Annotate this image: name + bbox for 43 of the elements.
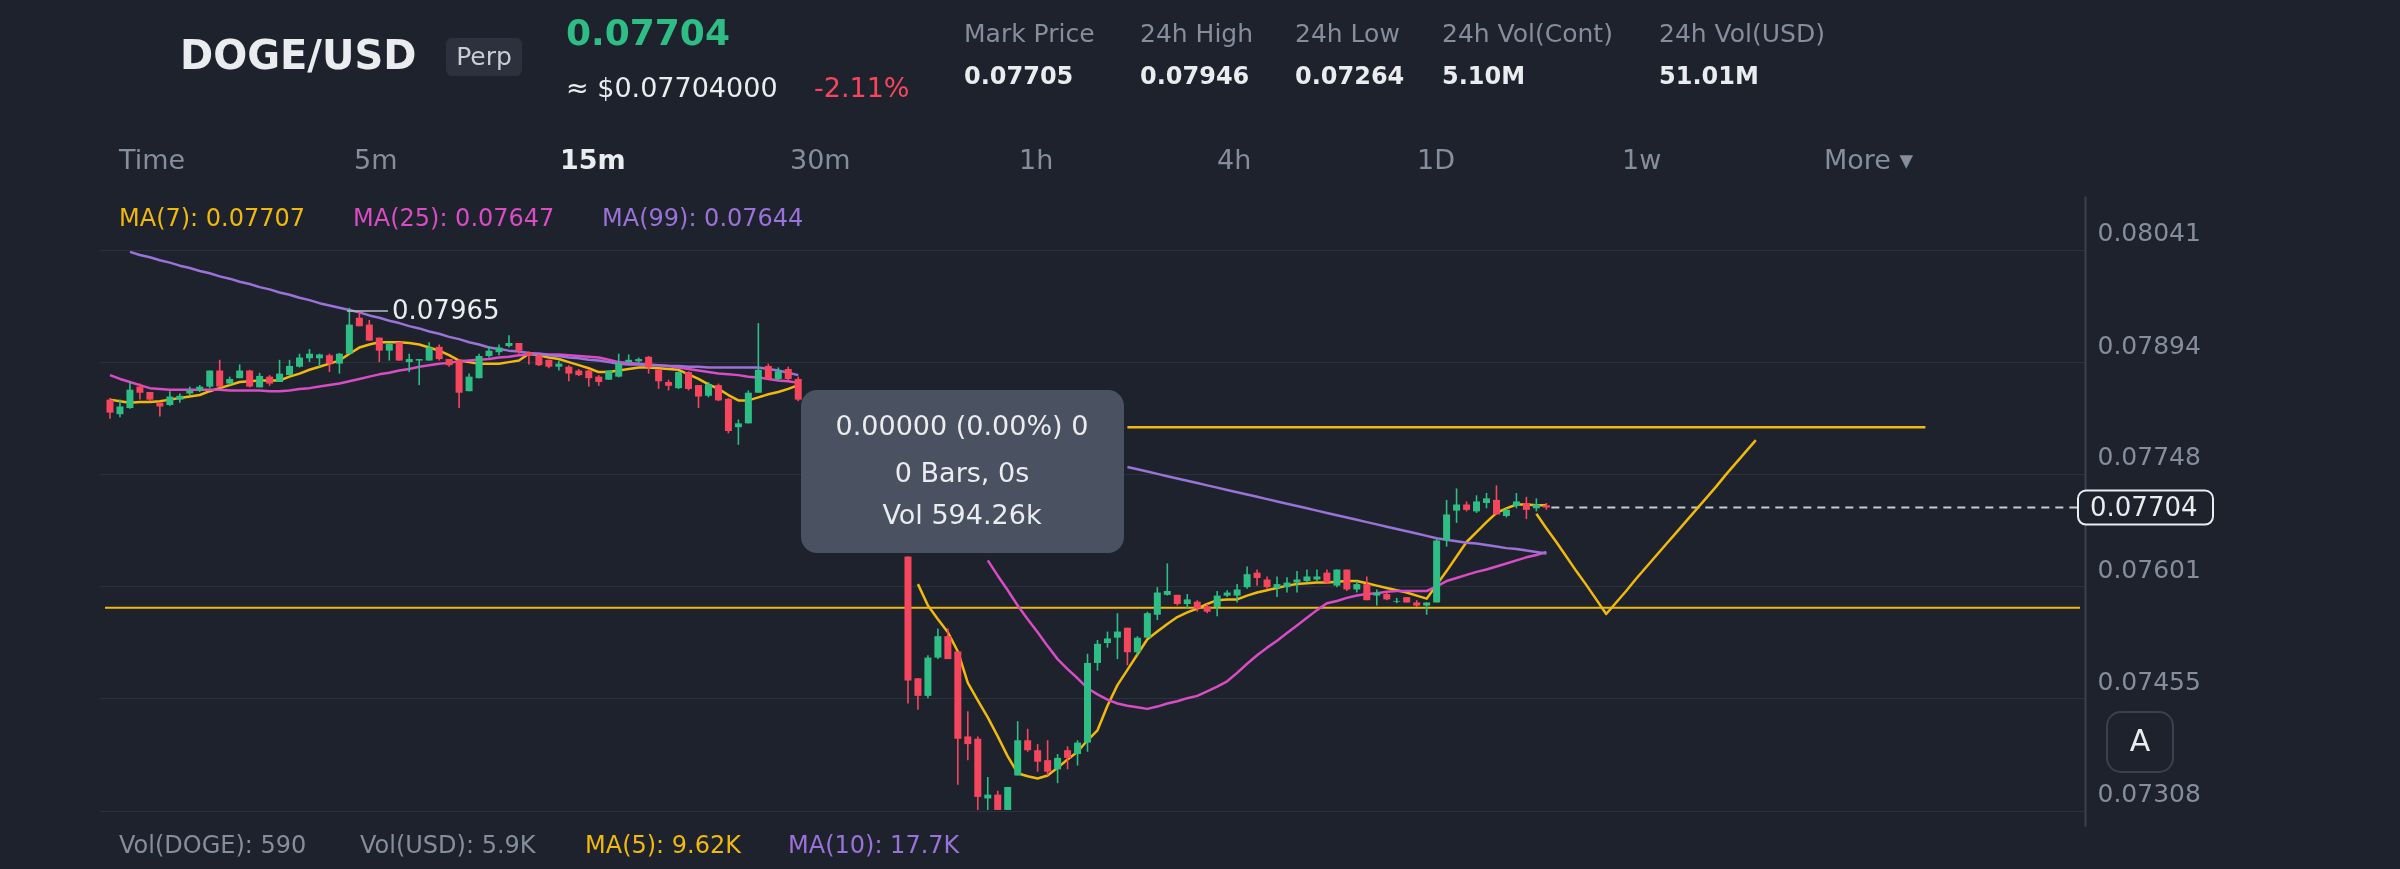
- text: Mark Price: [964, 19, 1095, 48]
- y-tick-label: 0.07894: [2097, 330, 2201, 360]
- text: 4h: [1217, 144, 1252, 175]
- text: ≈ $0.07704000: [566, 72, 778, 103]
- y-tick-label: 0.08041: [2097, 218, 2201, 248]
- chart-subtitle: Perp: [456, 42, 512, 71]
- text: 0.07264: [1295, 62, 1405, 90]
- annotation: 0 Bars, 0s: [894, 457, 1030, 488]
- text: MA(10): 17.7K: [788, 831, 961, 859]
- text: 24h Vol(USD): [1659, 19, 1825, 48]
- text: 24h High: [1140, 19, 1254, 48]
- text: MA(99): 0.07644: [602, 204, 804, 232]
- y-tick-label: 0.07455: [2097, 666, 2201, 696]
- text: 24h Low: [1295, 19, 1400, 48]
- text: 0.07705: [964, 62, 1074, 90]
- annotation: Vol 594.26k: [882, 499, 1042, 530]
- text: 15m: [560, 144, 626, 175]
- chart-title: DOGE/USD: [180, 32, 417, 78]
- text: 5m: [354, 144, 398, 175]
- text: 24h Vol(Cont): [1442, 19, 1613, 48]
- text: 0.07946: [1140, 62, 1250, 90]
- text: MA(5): 9.62K: [585, 831, 743, 859]
- y-tick-label: 0.07748: [2097, 442, 2201, 472]
- text: 1D: [1417, 144, 1455, 175]
- annotation: 0.00000 (0.00%) 0: [835, 410, 1089, 441]
- text: A: [2129, 723, 2151, 758]
- text: 30m: [790, 144, 851, 175]
- text: 1h: [1019, 144, 1054, 175]
- y-tick-label: 0.07308: [2097, 779, 2201, 809]
- text: 5.10M: [1442, 62, 1526, 90]
- text: 0.07704: [566, 12, 730, 53]
- text: -2.11%: [814, 72, 910, 103]
- text: Vol(DOGE): 590: [119, 831, 307, 859]
- ref-line-label: 0.07704: [2090, 491, 2198, 522]
- y-tick-label: 0.07601: [2097, 554, 2201, 584]
- text: MA(7): 0.07707: [119, 204, 306, 232]
- annotation: 0.07965: [392, 295, 500, 325]
- text: 1w: [1622, 144, 1662, 175]
- text: MA(25): 0.07647: [353, 204, 555, 232]
- text: 51.01M: [1659, 62, 1759, 90]
- text: Vol(USD): 5.9K: [360, 831, 537, 859]
- text: Time: [118, 144, 186, 175]
- text: More ▾: [1824, 144, 1914, 175]
